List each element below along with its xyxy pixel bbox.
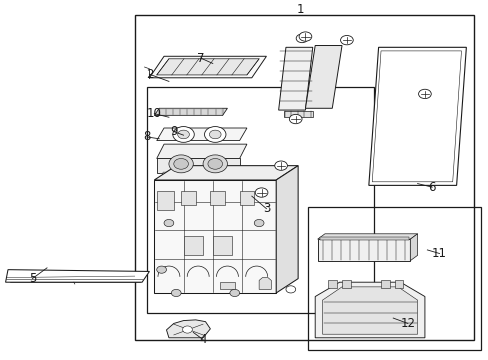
Circle shape bbox=[299, 32, 311, 41]
Polygon shape bbox=[317, 234, 417, 239]
Polygon shape bbox=[157, 158, 239, 173]
Circle shape bbox=[209, 130, 221, 139]
Circle shape bbox=[172, 127, 194, 142]
Bar bbox=[212, 235, 232, 255]
Text: 5: 5 bbox=[29, 272, 36, 285]
Text: 1: 1 bbox=[296, 3, 304, 16]
Bar bbox=[220, 282, 234, 289]
Polygon shape bbox=[157, 59, 259, 75]
Bar bbox=[147, 87, 373, 313]
Polygon shape bbox=[210, 178, 282, 185]
Polygon shape bbox=[228, 172, 236, 176]
Bar bbox=[183, 235, 203, 255]
Polygon shape bbox=[172, 172, 180, 176]
Text: 4: 4 bbox=[199, 333, 206, 346]
Polygon shape bbox=[394, 280, 403, 288]
Polygon shape bbox=[162, 172, 170, 176]
Polygon shape bbox=[305, 45, 341, 108]
Bar bbox=[159, 109, 222, 115]
Circle shape bbox=[229, 289, 239, 297]
Text: 8: 8 bbox=[143, 130, 150, 144]
Circle shape bbox=[289, 114, 302, 124]
Text: 6: 6 bbox=[427, 181, 435, 194]
Bar bbox=[210, 191, 224, 205]
Polygon shape bbox=[191, 172, 199, 176]
Polygon shape bbox=[315, 282, 424, 338]
Bar bbox=[239, 191, 254, 205]
Bar bbox=[157, 191, 173, 211]
Circle shape bbox=[171, 289, 181, 297]
Circle shape bbox=[296, 34, 307, 42]
Polygon shape bbox=[341, 280, 350, 288]
Polygon shape bbox=[276, 166, 298, 293]
Polygon shape bbox=[328, 280, 336, 288]
Text: 2: 2 bbox=[145, 68, 153, 81]
Circle shape bbox=[173, 158, 188, 169]
Polygon shape bbox=[166, 320, 210, 338]
Text: 12: 12 bbox=[400, 317, 414, 330]
Polygon shape bbox=[5, 270, 149, 282]
Bar bbox=[320, 237, 408, 240]
Circle shape bbox=[157, 266, 166, 273]
Polygon shape bbox=[157, 144, 246, 158]
Bar bbox=[181, 191, 195, 205]
Circle shape bbox=[255, 188, 267, 197]
Circle shape bbox=[254, 220, 264, 226]
Polygon shape bbox=[278, 47, 312, 110]
Circle shape bbox=[207, 158, 222, 169]
Polygon shape bbox=[157, 128, 246, 140]
Polygon shape bbox=[154, 166, 298, 180]
Bar bbox=[135, 15, 473, 339]
Polygon shape bbox=[380, 280, 389, 288]
Circle shape bbox=[274, 161, 287, 170]
Polygon shape bbox=[259, 278, 271, 289]
Bar bbox=[283, 111, 312, 117]
Polygon shape bbox=[317, 239, 409, 261]
Polygon shape bbox=[149, 56, 266, 78]
Circle shape bbox=[204, 127, 225, 142]
Text: 9: 9 bbox=[170, 125, 177, 138]
Polygon shape bbox=[221, 172, 228, 176]
Polygon shape bbox=[368, 47, 466, 185]
Polygon shape bbox=[322, 287, 417, 334]
Circle shape bbox=[340, 36, 352, 45]
Circle shape bbox=[177, 130, 189, 139]
Bar bbox=[307, 207, 480, 350]
Circle shape bbox=[168, 155, 193, 173]
Text: 11: 11 bbox=[431, 247, 446, 260]
Circle shape bbox=[182, 326, 192, 333]
Circle shape bbox=[285, 286, 295, 293]
Circle shape bbox=[163, 220, 173, 226]
Polygon shape bbox=[154, 180, 276, 293]
Circle shape bbox=[418, 89, 430, 99]
Polygon shape bbox=[409, 234, 417, 261]
Text: 10: 10 bbox=[146, 107, 162, 120]
Text: 3: 3 bbox=[262, 202, 269, 215]
Polygon shape bbox=[154, 108, 227, 116]
Circle shape bbox=[203, 155, 227, 173]
Text: 7: 7 bbox=[197, 51, 204, 64]
